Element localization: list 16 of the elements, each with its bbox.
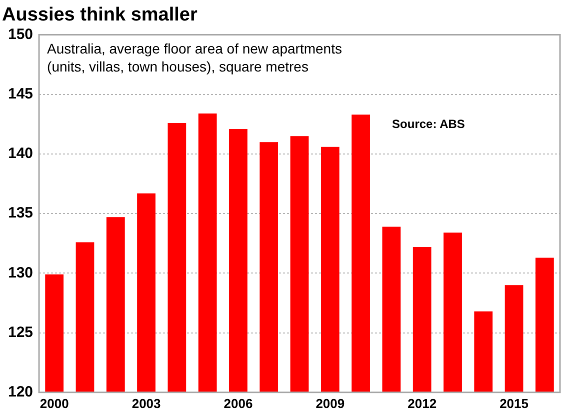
x-tick-label: 2003 (132, 396, 161, 411)
x-tick-label: 2015 (500, 396, 528, 411)
y-tick-label: 120 (8, 384, 34, 401)
text: Australia, average floor area of new apartments (units, villas, town houses), square metres (47, 40, 342, 75)
x-tick-label: 2006 (224, 396, 253, 411)
x-tick-label: 2009 (316, 396, 345, 411)
chart-title: Aussies think smaller (2, 4, 198, 26)
y-tick-label: 125 (8, 324, 34, 341)
y-tick-label: 130 (8, 264, 34, 282)
y-tick-label: 135 (8, 204, 34, 222)
y-tick-label: 150 (8, 26, 34, 43)
y-tick-label: 140 (8, 145, 34, 162)
y-tick-label: 145 (8, 86, 34, 103)
x-tick-label: 2000 (40, 396, 69, 411)
x-tick-label: 2012 (408, 396, 437, 411)
annotation: Source: ABS (392, 117, 465, 132)
